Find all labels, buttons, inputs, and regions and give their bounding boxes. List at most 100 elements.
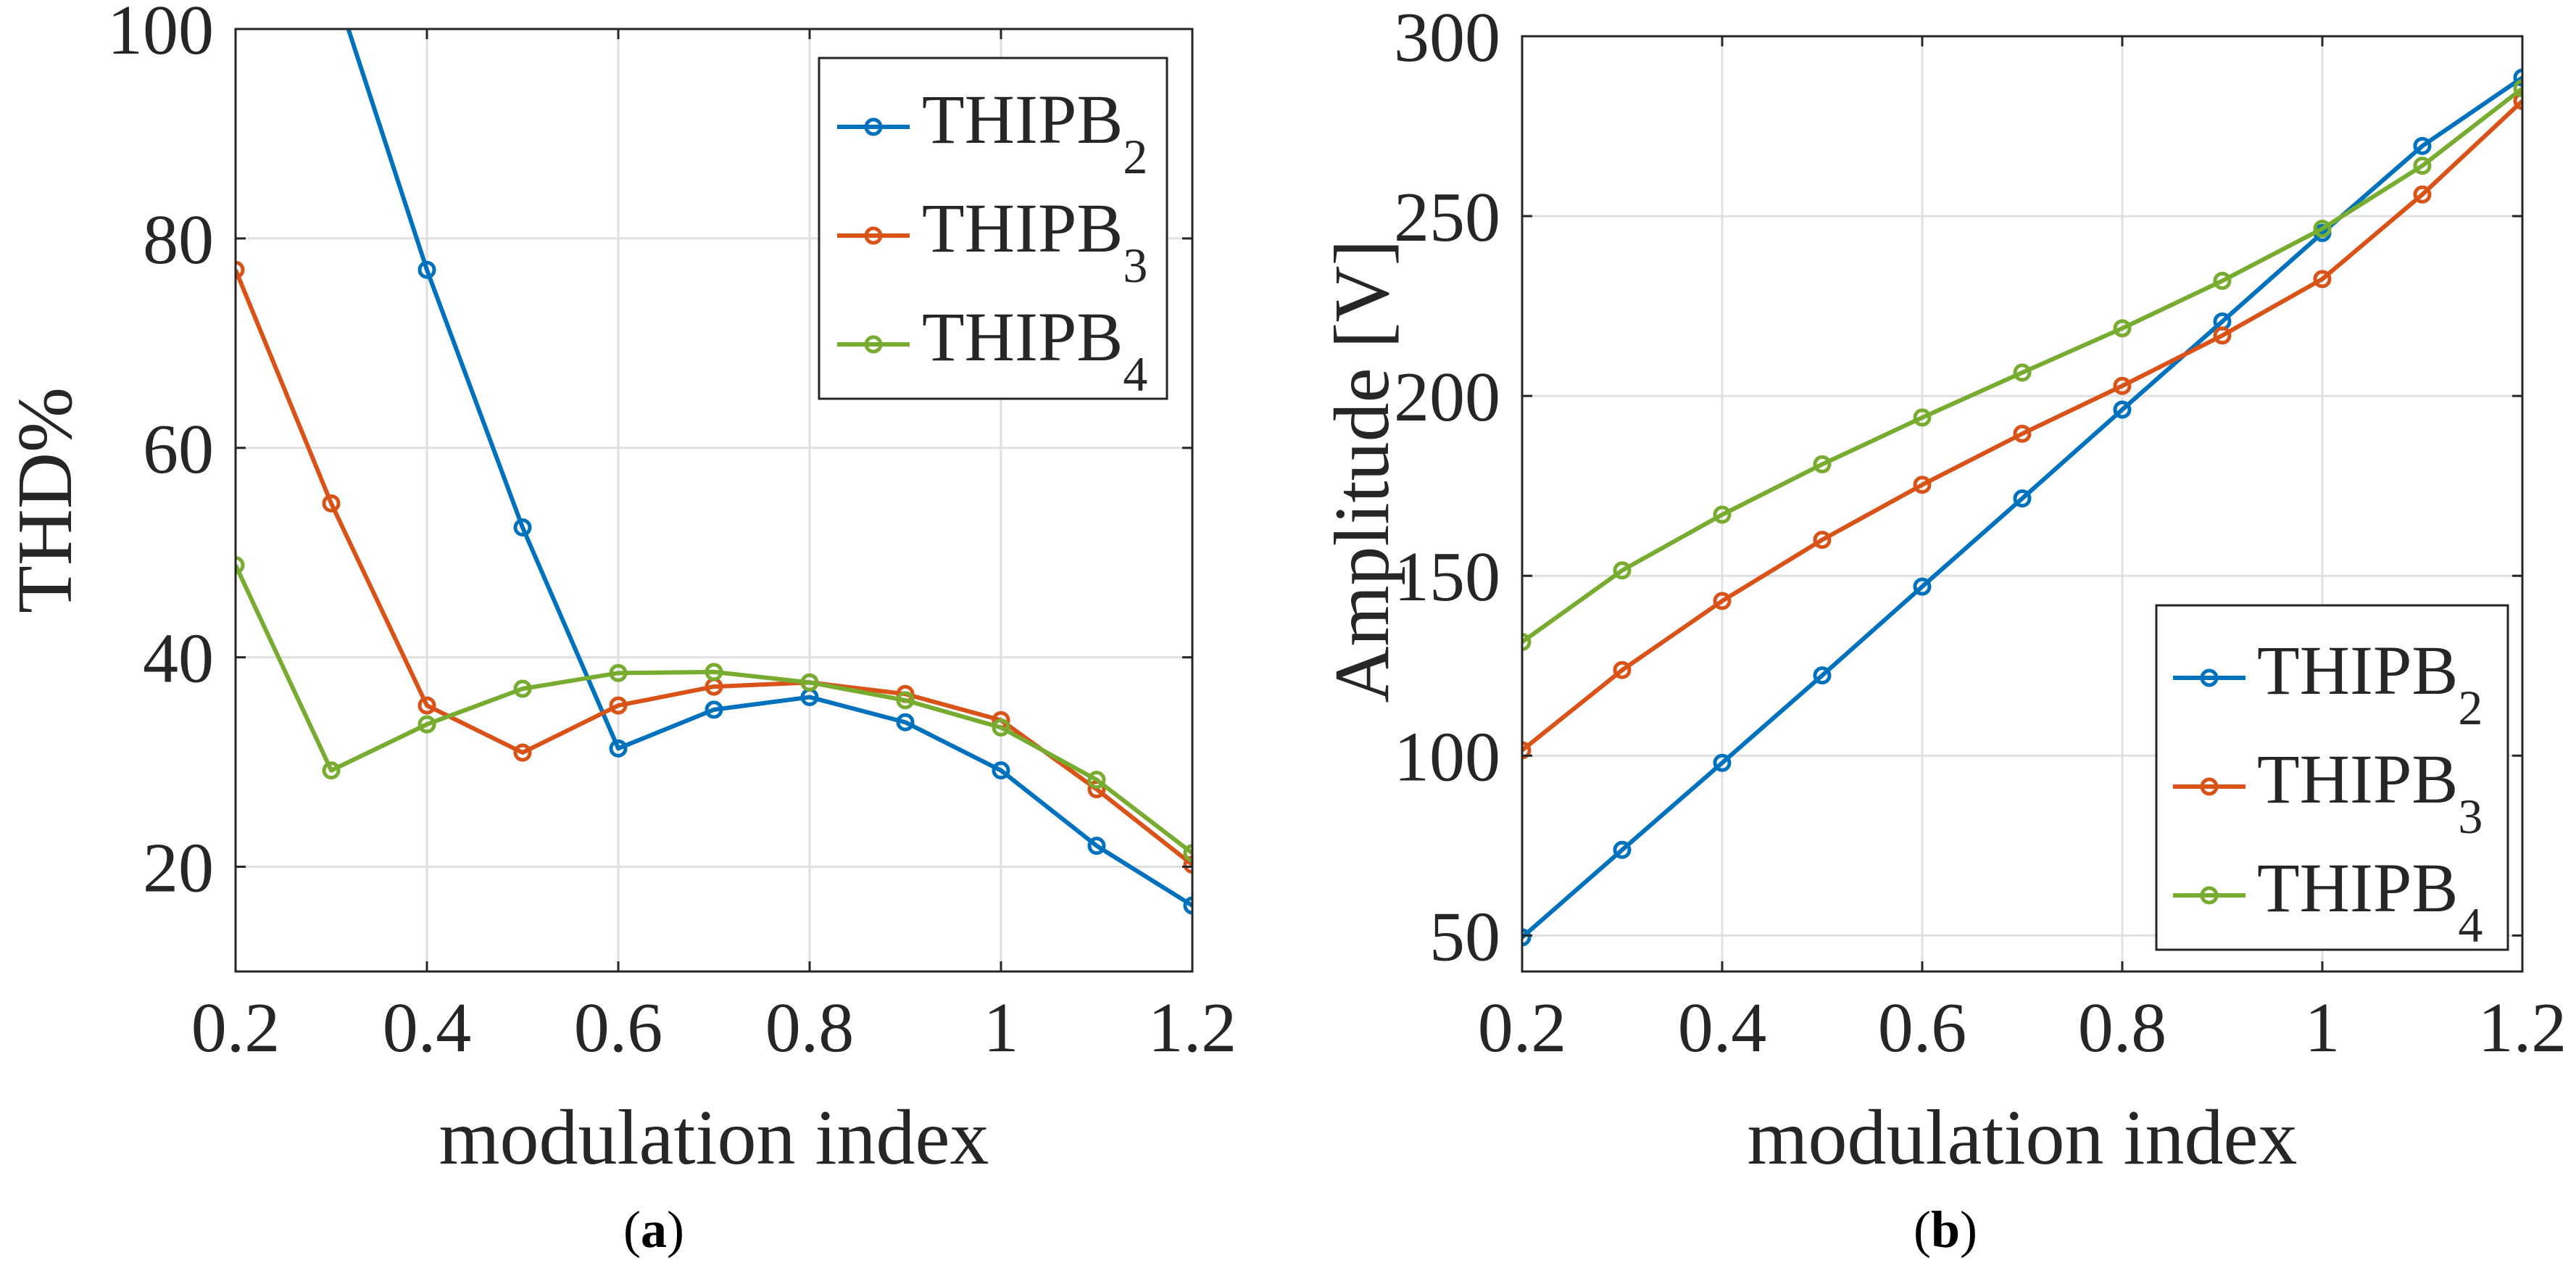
panel-a-caption-letter: a (641, 1201, 667, 1259)
data-point-thipb-4 (2013, 363, 2032, 382)
legend-label: THIPB4 (2257, 849, 2482, 953)
legend-label-subscript: 3 (1123, 238, 1147, 293)
data-point-thipb-2 (1087, 837, 1106, 855)
data-point-thipb-3 (1913, 476, 1932, 494)
panel-b-xlabel: modulation index (1748, 1095, 2298, 1181)
x-tick-label: 0.8 (2078, 989, 2167, 1067)
panel-a-ylabel: THD% (2, 387, 88, 613)
data-point-thipb-3 (2513, 91, 2522, 110)
data-point-thipb-4 (2313, 219, 2332, 238)
y-tick-label: 80 (143, 201, 214, 279)
legend-marker (2200, 668, 2219, 687)
data-point-thipb-4 (1813, 455, 1832, 473)
legend-label-name: THIPB (922, 80, 1123, 158)
data-point-thipb-4 (513, 679, 532, 698)
panel-a-caption: (a) (623, 1201, 684, 1259)
panel-a-xlabel: modulation index (439, 1095, 989, 1181)
data-point-thipb-4 (609, 663, 628, 682)
panel-b-ticks (1521, 35, 2524, 971)
x-tick-label: 0.2 (191, 989, 281, 1067)
legend-marker (864, 117, 883, 136)
series-line-thipb-3 (1522, 99, 2522, 753)
series-line-thipb-4 (236, 564, 1192, 855)
legend-label-subscript: 3 (2458, 789, 2482, 844)
data-point-thipb-4 (1613, 561, 1632, 580)
data-point-thipb-4 (2413, 157, 2432, 175)
legend-label-name: THIPB (2257, 631, 2458, 709)
data-point-thipb-2 (2513, 68, 2522, 87)
legend-label-name: THIPB (2257, 740, 2458, 818)
legend-label: THIPB2 (922, 80, 1147, 184)
series-thipb-3 (1522, 91, 2522, 760)
data-point-thipb-4 (992, 718, 1010, 737)
legend-entry-thipb-4: THIPB4 (2173, 849, 2482, 953)
legend-label: THIPB3 (922, 189, 1147, 293)
series-thipb-4 (236, 556, 1192, 863)
data-point-thipb-4 (1087, 771, 1106, 790)
panel-b-ylabel: Amplitude [V] (1319, 240, 1405, 703)
data-point-thipb-4 (705, 663, 723, 681)
x-tick-label: 1 (2305, 989, 2340, 1067)
panel-a-series (236, 29, 1192, 915)
data-point-thipb-4 (1522, 633, 1532, 652)
data-point-thipb-4 (417, 715, 436, 734)
data-point-thipb-2 (1183, 896, 1192, 915)
panel-a-ticks (234, 28, 1194, 971)
data-point-thipb-4 (2213, 271, 2232, 290)
y-tick-label: 100 (1394, 718, 1500, 796)
legend-label-subscript: 2 (1123, 129, 1147, 184)
legend-entry-thipb-2: THIPB2 (2173, 631, 2482, 735)
data-point-thipb-2 (1713, 753, 1732, 772)
legend-entry-thipb-2: THIPB2 (837, 80, 1147, 184)
data-point-thipb-2 (1522, 928, 1532, 947)
data-point-thipb-3 (2113, 376, 2132, 395)
x-tick-label: 1 (984, 989, 1019, 1067)
panel-b-tick-labels: 0.2 0.4 0.6 0.8 1 1.2 50 100 150 200 250 300 (1394, 0, 2567, 1067)
legend-label-name: THIPB (922, 298, 1123, 376)
data-point-thipb-3 (609, 696, 628, 715)
data-point-thipb-2 (513, 518, 532, 537)
data-point-thipb-4 (896, 691, 915, 710)
y-tick-label: 40 (143, 620, 214, 698)
series-line-thipb-4 (1522, 86, 2522, 644)
x-tick-label: 0.6 (1878, 989, 1967, 1067)
legend-marker (2200, 886, 2219, 905)
data-point-thipb-4 (1713, 505, 1732, 524)
data-point-thipb-3 (1613, 660, 1632, 679)
data-point-thipb-3 (2213, 326, 2232, 345)
legend-entry-thipb-3: THIPB3 (837, 189, 1147, 293)
data-point-thipb-4 (1183, 844, 1192, 863)
data-point-thipb-3 (1183, 855, 1192, 874)
data-point-thipb-2 (1613, 840, 1632, 859)
data-point-thipb-2 (2013, 489, 2032, 508)
data-point-thipb-3 (2013, 424, 2032, 443)
legend-marker (864, 335, 883, 354)
data-point-thipb-3 (1522, 741, 1532, 760)
data-point-thipb-2 (2413, 136, 2432, 155)
data-point-thipb-3 (1813, 531, 1832, 550)
legend-label: THIPB3 (2257, 740, 2482, 844)
data-point-thipb-3 (1713, 592, 1732, 610)
y-tick-label: 300 (1394, 0, 1500, 77)
data-point-thipb-4 (800, 673, 819, 692)
data-point-thipb-3 (2413, 185, 2432, 204)
panel-b-series (1522, 68, 2522, 947)
data-point-thipb-2 (417, 260, 436, 279)
legend-label: THIPB2 (2257, 631, 2482, 735)
y-tick-label: 60 (143, 410, 214, 489)
x-tick-label: 0.4 (1678, 989, 1767, 1067)
legend-entry-thipb-3: THIPB3 (2173, 740, 2482, 844)
legend-label-name: THIPB (922, 189, 1123, 267)
legend-entry-thipb-4: THIPB4 (837, 298, 1147, 402)
series-thipb-2 (1522, 68, 2522, 947)
data-point-thipb-3 (417, 696, 436, 715)
data-point-thipb-4 (322, 761, 341, 780)
data-point-thipb-4 (2513, 79, 2522, 98)
y-tick-label: 20 (143, 829, 214, 908)
series-line-thipb-2 (346, 29, 1192, 908)
y-tick-label: 200 (1394, 358, 1500, 436)
y-tick-label: 50 (1429, 898, 1500, 976)
data-point-thipb-2 (609, 739, 628, 758)
